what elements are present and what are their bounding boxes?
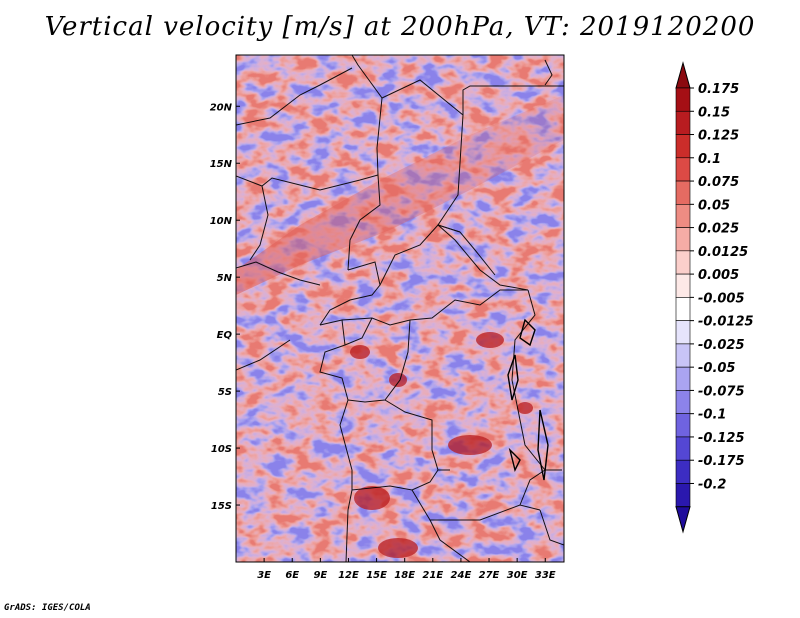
lat-tick-label: 10N bbox=[210, 216, 233, 227]
colorbar-label: -0.025 bbox=[698, 338, 745, 353]
colorbar-bottom-arrow bbox=[675, 506, 691, 534]
colorbar-label: 0.075 bbox=[698, 175, 739, 190]
lat-tick-label: 15N bbox=[210, 159, 233, 170]
colorbar-bin bbox=[675, 180, 691, 205]
colorbar-label: -0.05 bbox=[698, 361, 735, 376]
sahel-ascent-band bbox=[236, 95, 564, 295]
lon-tick-label: 21E bbox=[422, 570, 443, 581]
colorbar: 0.175 0.15 0.125 0.1 0.075 0.05 0.025 0.0125 0.0… bbox=[675, 61, 754, 534]
colorbar-bin bbox=[675, 110, 691, 135]
lon-tick-label: 3E bbox=[257, 570, 271, 581]
convection-cores bbox=[350, 332, 533, 558]
lat-tick-label: EQ bbox=[217, 330, 233, 341]
lon-tick-label: 18E bbox=[394, 570, 415, 581]
lon-tick-label: 30E bbox=[507, 570, 528, 581]
colorbar-bin bbox=[675, 273, 691, 298]
colorbar-bin bbox=[675, 390, 691, 414]
lakes bbox=[507, 318, 549, 481]
colorbar-bin bbox=[675, 483, 691, 508]
map-title: Vertical velocity [m/s] at 200hPa, VT: 2… bbox=[44, 12, 756, 42]
colorbar-bin bbox=[675, 343, 691, 368]
colorbar-label: -0.175 bbox=[698, 454, 745, 469]
longitude-axis: 3E 6E 9E 12E 15E 18E 21E 24E 27E 30E 33E bbox=[257, 558, 556, 581]
colorbar-label: -0.125 bbox=[698, 431, 745, 446]
latitude-axis: 20N 15N 10N 5N EQ 5S 10S 15S bbox=[210, 102, 240, 512]
map-frame bbox=[235, 54, 565, 563]
colorbar-label: -0.005 bbox=[698, 291, 745, 306]
boundaries bbox=[236, 55, 564, 562]
colorbar-label: 0.005 bbox=[698, 268, 739, 283]
colorbar-label: -0.1 bbox=[698, 408, 726, 423]
colorbar-label: 0.0125 bbox=[698, 245, 748, 260]
colorbar-top-arrow bbox=[675, 61, 691, 89]
lon-tick-label: 9E bbox=[313, 570, 327, 581]
lat-tick-label: 5N bbox=[217, 273, 233, 284]
colorbar-label: -0.2 bbox=[698, 477, 726, 492]
colorbar-label: 0.175 bbox=[698, 82, 739, 97]
colorbar-bin bbox=[675, 227, 691, 252]
colorbar-bin bbox=[675, 413, 691, 438]
colorbar-bin bbox=[675, 87, 691, 112]
colorbar-bin bbox=[675, 157, 691, 182]
colorbar-bin bbox=[675, 297, 691, 321]
lat-tick-label: 10S bbox=[211, 444, 232, 455]
colorbar-label: 0.125 bbox=[698, 129, 739, 144]
lat-tick-label: 5S bbox=[218, 387, 232, 398]
colorbar-bin bbox=[675, 250, 691, 275]
colorbar-label: 0.15 bbox=[698, 105, 730, 120]
colorbar-bin bbox=[675, 320, 691, 345]
lon-tick-label: 33E bbox=[535, 570, 556, 581]
map-panel bbox=[236, 55, 564, 562]
colorbar-label: 0.05 bbox=[698, 198, 730, 213]
lon-tick-label: 6E bbox=[285, 570, 299, 581]
colorbar-bin bbox=[675, 436, 691, 461]
lon-tick-label: 27E bbox=[479, 570, 500, 581]
lat-tick-label: 20N bbox=[210, 102, 233, 113]
colorbar-label: 0.025 bbox=[698, 222, 739, 237]
lat-tick-label: 15S bbox=[211, 501, 232, 512]
colorbar-bin bbox=[675, 134, 691, 159]
lon-tick-label: 24E bbox=[451, 570, 472, 581]
lon-tick-label: 12E bbox=[338, 570, 359, 581]
colorbar-bin bbox=[675, 459, 691, 484]
colorbar-bin bbox=[675, 204, 691, 228]
colorbar-bin bbox=[675, 366, 691, 391]
lon-tick-label: 15E bbox=[366, 570, 387, 581]
colorbar-label: 0.1 bbox=[698, 152, 721, 167]
credit-label: GrADS: IGES/COLA bbox=[4, 603, 91, 613]
colorbar-label: -0.075 bbox=[698, 384, 745, 399]
colorbar-label: -0.0125 bbox=[698, 315, 754, 330]
